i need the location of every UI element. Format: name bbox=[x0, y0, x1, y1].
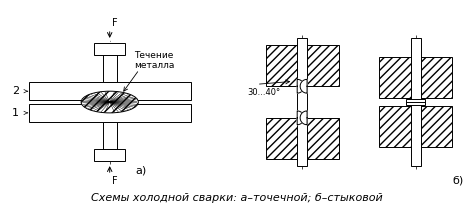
Polygon shape bbox=[297, 111, 304, 125]
Ellipse shape bbox=[81, 91, 138, 113]
Bar bbox=[406, 99, 426, 105]
Bar bbox=[420, 106, 452, 147]
Bar bbox=[307, 45, 338, 86]
Bar bbox=[420, 57, 452, 98]
Text: 1: 1 bbox=[12, 108, 19, 118]
Text: 30...40°: 30...40° bbox=[247, 88, 280, 97]
Bar bbox=[410, 38, 420, 166]
Bar bbox=[103, 122, 117, 149]
Bar bbox=[265, 45, 297, 86]
Bar bbox=[265, 118, 297, 159]
Bar bbox=[307, 118, 338, 159]
Text: F: F bbox=[112, 176, 117, 186]
Text: 2: 2 bbox=[12, 86, 19, 96]
Bar bbox=[94, 149, 126, 161]
Bar bbox=[379, 57, 410, 98]
Text: б): б) bbox=[452, 176, 464, 186]
Polygon shape bbox=[300, 111, 307, 125]
Text: Схемы холодной сварки: а–точечной; б–стыковой: Схемы холодной сварки: а–точечной; б–сты… bbox=[91, 193, 383, 203]
Text: а): а) bbox=[136, 165, 146, 175]
Bar bbox=[103, 55, 117, 82]
Text: Течение
металла: Течение металла bbox=[134, 51, 175, 71]
Bar bbox=[297, 38, 307, 166]
Text: F: F bbox=[112, 18, 117, 28]
Bar bbox=[29, 82, 191, 100]
Polygon shape bbox=[297, 79, 304, 93]
Bar bbox=[94, 43, 126, 55]
Ellipse shape bbox=[82, 92, 138, 112]
Bar bbox=[379, 106, 410, 147]
Bar bbox=[29, 104, 191, 122]
Polygon shape bbox=[300, 79, 307, 93]
